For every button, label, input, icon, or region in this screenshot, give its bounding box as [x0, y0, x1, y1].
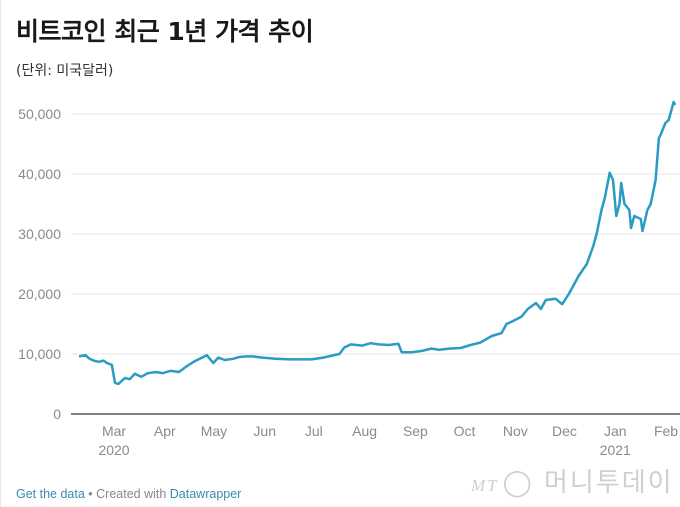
x-tick-label: Jan	[604, 423, 627, 439]
footer-separator: • Created with	[84, 487, 170, 501]
y-tick-label: 0	[53, 406, 61, 422]
x-tick-label: Dec	[552, 423, 577, 439]
watermark-logo: MT ◯ 머니투데이	[471, 468, 674, 498]
chart-title: 비트코인 최근 1년 가격 추이	[16, 17, 314, 46]
x-tick-label: Aug	[352, 423, 377, 439]
line-chart: 0 10,000 20,000 30,000 40,000 50,000 Mar 2020 Ap…	[18, 100, 680, 458]
y-tick-label: 20,000	[18, 286, 61, 302]
x-tick-label: Feb	[654, 423, 678, 439]
y-tick-label: 10,000	[18, 346, 61, 362]
y-tick-label: 40,000	[18, 166, 61, 182]
price-line	[78, 100, 677, 386]
x-tick-label: Sep	[403, 423, 428, 439]
x-tick-label: Nov	[503, 423, 528, 439]
y-tick-label: 30,000	[18, 226, 61, 242]
x-tick-label: May	[201, 423, 227, 439]
y-tick-label: 50,000	[18, 106, 61, 122]
x-tick-label: Oct	[454, 423, 476, 439]
x-tick-label: Apr	[154, 423, 176, 439]
x-tick-label: Jun	[253, 423, 276, 439]
datawrapper-link[interactable]: Datawrapper	[169, 487, 242, 501]
x-tick-year-label: 2020	[98, 442, 129, 458]
x-tick-label: Jul	[305, 423, 323, 439]
get-the-data-link[interactable]: Get the data	[16, 487, 85, 501]
chart-subtitle: (단위: 미국달러)	[16, 63, 114, 79]
x-tick-year-label: 2021	[600, 442, 631, 458]
footer: Get the data • Created with Datawrapper	[16, 487, 241, 501]
x-tick-label: Mar	[102, 423, 126, 439]
